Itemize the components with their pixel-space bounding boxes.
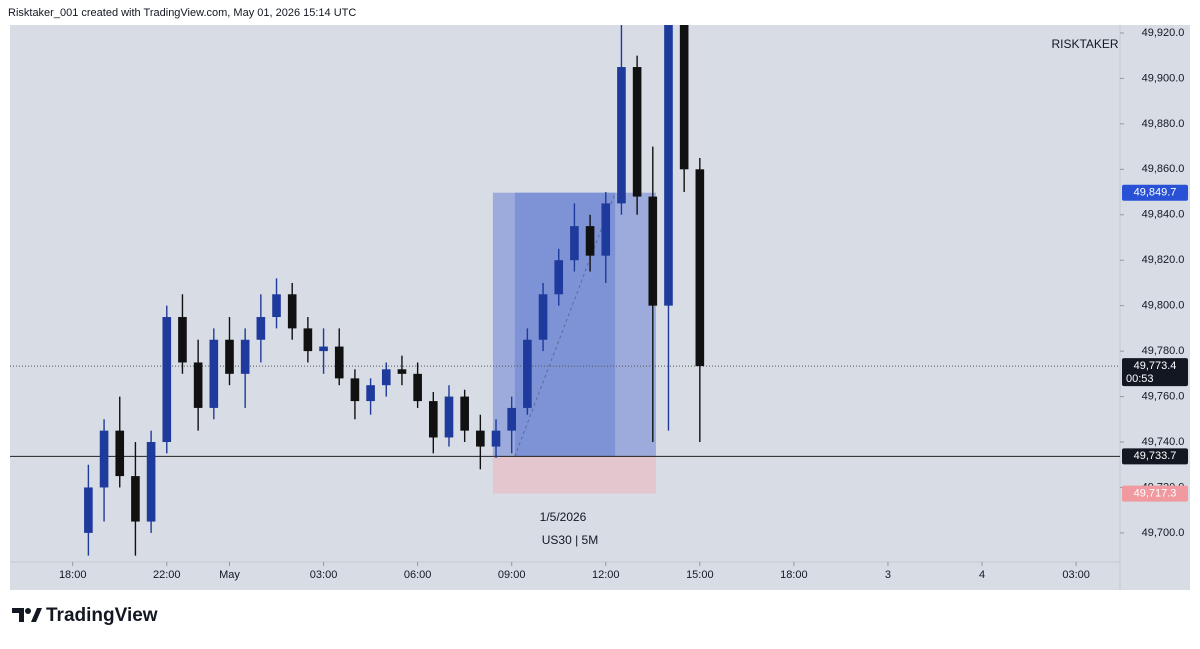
candle-body (397, 369, 407, 374)
candle-body (428, 401, 438, 438)
candle-body (84, 487, 93, 533)
candle-body (664, 25, 673, 306)
candle-body (648, 196, 658, 306)
target-price-label-bg (1122, 184, 1188, 201)
candle-body (99, 430, 109, 488)
watermark: RISKTAKER (1051, 37, 1118, 51)
current-price-bg (1122, 358, 1188, 387)
candle-body (460, 396, 469, 431)
x-tick-label: 06:00 (404, 569, 432, 581)
x-tick-label: 15:00 (686, 569, 714, 581)
candle-body (491, 430, 501, 447)
candle-body (350, 378, 360, 402)
countdown: 00:53 (1126, 373, 1154, 385)
y-tick-label: 49,780.0 (1142, 345, 1185, 357)
x-tick-label: 09:00 (498, 569, 526, 581)
candle-body (570, 226, 579, 261)
plot-area (10, 25, 1120, 556)
candle-body (476, 430, 485, 447)
candle-body (287, 294, 297, 329)
candle-body (523, 339, 532, 408)
position-path (514, 192, 616, 457)
candle-body (115, 430, 125, 477)
x-tick-label: 18:00 (780, 569, 808, 581)
x-tick-label: May (219, 569, 240, 581)
candle-body (554, 260, 564, 295)
stop-price-label-bg (1122, 485, 1188, 502)
x-tick-label: 3 (885, 569, 891, 581)
candle-body (272, 294, 281, 318)
x-tick-label: 03:00 (1062, 569, 1090, 581)
logo-mark (31, 608, 42, 622)
y-tick-label: 49,800.0 (1142, 300, 1185, 312)
x-tick-label: 18:00 (59, 569, 87, 581)
x-tick-label: 12:00 (592, 569, 620, 581)
y-tick-label: 49,900.0 (1142, 72, 1185, 84)
candle-body (601, 203, 611, 256)
y-tick-label: 49,860.0 (1142, 163, 1185, 175)
logo-text: TradingView (46, 605, 158, 626)
candle-body (679, 25, 689, 170)
candle-body (225, 339, 234, 374)
candle-body (319, 346, 328, 352)
y-tick-label: 49,760.0 (1142, 390, 1185, 402)
logo: TradingView (12, 605, 158, 626)
y-tick-label: 49,820.0 (1142, 254, 1185, 266)
y-tick-label: 49,920.0 (1142, 27, 1185, 39)
header: Risktaker_001 created with TradingView.c… (8, 7, 356, 19)
entry-price-label: 49,733.7 (1134, 450, 1177, 462)
candle-body (695, 169, 705, 367)
symbol-label: US30 | 5M (542, 533, 598, 547)
logo-mark (12, 608, 24, 622)
stop-zone (492, 456, 656, 494)
candle-body (366, 385, 375, 402)
date-label: 1/5/2026 (540, 510, 587, 524)
y-tick-label: 49,840.0 (1142, 209, 1185, 221)
candle-body (507, 407, 517, 431)
x-tick-label: 22:00 (153, 569, 181, 581)
candle-body (334, 346, 344, 379)
stop-price-label: 49,717.3 (1134, 488, 1177, 500)
candle-body (193, 362, 203, 408)
target-price-label: 49,849.7 (1134, 187, 1177, 199)
candle-body (413, 373, 422, 402)
y-tick-label: 49,700.0 (1142, 527, 1185, 539)
candle-body (178, 317, 187, 363)
candle-body (381, 369, 391, 386)
y-tick-label: 49,880.0 (1142, 118, 1185, 130)
candle-body (162, 317, 172, 443)
candle-body (538, 294, 548, 340)
candle-body (632, 67, 642, 197)
x-tick-label: 03:00 (310, 569, 338, 581)
y-tick-label: 49,740.0 (1142, 436, 1185, 448)
entry-price-label-bg (1122, 448, 1188, 465)
candle-body (146, 442, 156, 522)
candle-body (444, 396, 454, 438)
candle-body (131, 476, 140, 522)
current-price-label: 49,773.4 (1134, 360, 1177, 372)
candle-body (585, 226, 595, 256)
x-tick-label: 4 (979, 569, 985, 581)
candle-body (256, 317, 266, 340)
candle-body (209, 339, 219, 408)
candle-body (240, 339, 250, 374)
candle-body (617, 67, 626, 204)
candle-body (303, 328, 313, 352)
logo-mark (25, 608, 31, 614)
